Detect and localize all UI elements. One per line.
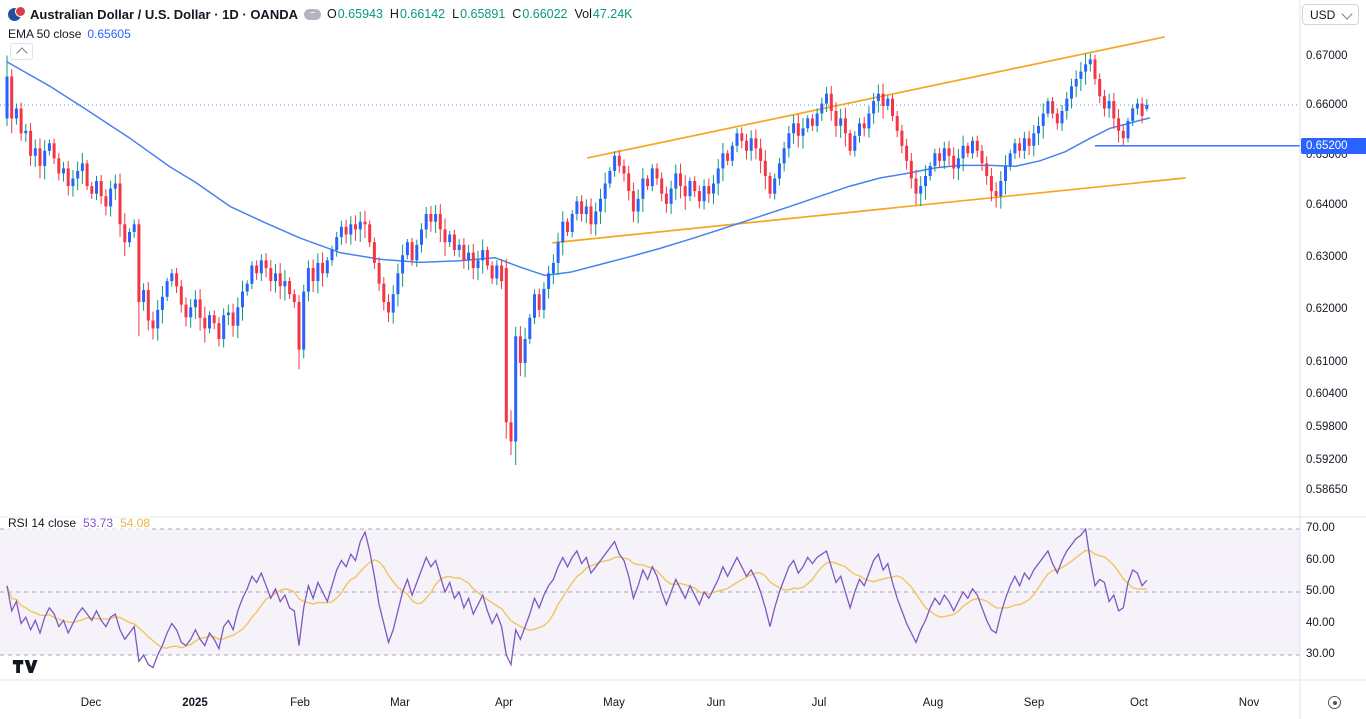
price-axis-label: 0.58650 (1306, 484, 1348, 497)
rsi-ma-line[interactable] (6, 549, 1147, 649)
price-axis-label: 0.61000 (1306, 355, 1348, 368)
price-axis-label: 0.64000 (1306, 199, 1348, 212)
currency-dropdown[interactable]: USD (1302, 4, 1359, 25)
legend-minimize-icon[interactable]: − (304, 8, 321, 20)
time-axis-label-nov: Nov (1238, 697, 1260, 709)
ema-legend-value: 0.65605 (87, 27, 131, 41)
time-axis-label-dec: Dec (80, 697, 102, 709)
currency-dropdown-value: USD (1310, 7, 1336, 22)
price-axis-label: 0.62000 (1306, 302, 1348, 315)
time-axis-label-sep: Sep (1023, 697, 1045, 709)
rsi-ma-legend-value: 54.08 (120, 516, 151, 530)
ohlc-item: H 0.66142 (389, 7, 446, 21)
ema-legend[interactable]: EMA 50 close 0.65605 (8, 27, 633, 41)
trendline-lower[interactable] (552, 177, 1186, 244)
price-axis-label: 0.67000 (1306, 50, 1348, 62)
time-axis-label-2025: 2025 (182, 697, 208, 709)
price-axis-label: 0.59800 (1306, 420, 1348, 433)
ema-legend-label: EMA 50 close (8, 27, 82, 41)
time-axis-label-jun: Jun (706, 697, 726, 709)
price-axis-label: 0.66000 (1306, 99, 1348, 112)
symbol-legend: Australian Dollar / U.S. Dollar · 1D · O… (8, 5, 633, 41)
ohlc-item: C 0.66022 (512, 7, 568, 21)
symbol-title[interactable]: Australian Dollar / U.S. Dollar · 1D · O… (30, 6, 298, 22)
price-axis-label: 0.59200 (1306, 453, 1348, 466)
chevron-up-icon (15, 47, 28, 59)
rsi-axis-label: 50.00 (1306, 585, 1335, 597)
rsi-legend-label: RSI 14 close (8, 516, 77, 530)
time-axis-label-may: May (603, 697, 625, 709)
rsi-axis-label: 60.00 (1306, 553, 1335, 566)
ohlc-item: L 0.65891 (452, 7, 506, 21)
time-axis-label-jul: Jul (811, 697, 827, 709)
rsi-axis-label: 40.00 (1306, 616, 1335, 629)
candles (5, 53, 1149, 465)
ohlc-values: O 0.65943 H 0.66142 L 0.65891 C 0.66022 Vol 47.24… (327, 7, 633, 21)
time-axis-label-oct: Oct (1130, 697, 1148, 709)
trendline-upper[interactable] (587, 36, 1165, 159)
tradingview-logo[interactable] (12, 659, 38, 679)
ohlc-item: O 0.65943 (327, 7, 383, 21)
price-axis-label: 0.60400 (1306, 388, 1348, 401)
price-level-label[interactable]: 0.65200 (1301, 137, 1366, 154)
price-axis-label: 0.63000 (1306, 250, 1348, 263)
ema-line[interactable] (6, 61, 1151, 277)
rsi-legend-value: 53.73 (83, 516, 114, 530)
time-axis-label-mar: Mar (390, 697, 410, 709)
rsi-legend[interactable]: RSI 14 close 53.73 54.08 (8, 516, 151, 530)
rsi-axis-label: 70.00 (1306, 522, 1335, 534)
time-axis-settings-icon[interactable] (1328, 696, 1341, 709)
time-axis-label-feb: Feb (290, 697, 310, 709)
time-axis-label-apr: Apr (495, 697, 513, 709)
time-axis-label-aug: Aug (922, 697, 944, 709)
chevron-down-icon (1341, 7, 1353, 20)
rsi-axis-label: 30.00 (1306, 648, 1335, 660)
instrument-pair-icon (8, 6, 26, 22)
rsi-line[interactable] (6, 527, 1148, 669)
pane-collapse-button[interactable] (10, 43, 33, 60)
volume-item: Vol 47.24K (574, 7, 633, 21)
